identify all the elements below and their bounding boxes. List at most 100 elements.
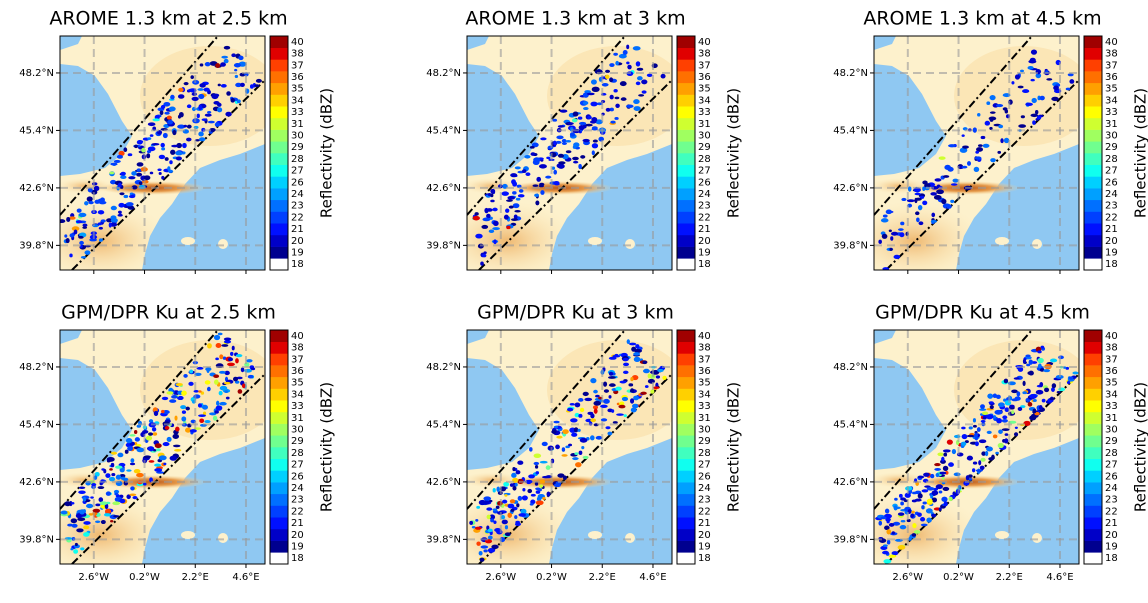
echo: [511, 179, 516, 184]
echo: [493, 221, 499, 226]
echo: [910, 513, 914, 517]
colorbar-swatch: [1084, 459, 1102, 471]
echo: [522, 488, 525, 491]
echo: [156, 448, 161, 451]
colorbar-swatch: [270, 365, 288, 377]
echo: [934, 468, 941, 471]
echo: [155, 443, 162, 448]
echo: [517, 460, 523, 464]
echo: [886, 529, 891, 534]
colorbar-swatch: [270, 506, 288, 518]
y-tick-label: 48.2°N: [833, 362, 868, 373]
echo: [936, 189, 944, 194]
echo: [481, 225, 488, 229]
colorbar-swatch: [677, 141, 695, 153]
echo: [1000, 138, 1003, 143]
echo: [95, 520, 100, 523]
echo: [591, 79, 597, 84]
echo: [948, 144, 956, 147]
echo: [975, 156, 982, 160]
echo: [922, 501, 926, 504]
y-tick-label: 45.4°N: [19, 125, 54, 136]
echo: [926, 518, 932, 523]
echo: [110, 215, 116, 220]
echo: [973, 418, 976, 422]
echo: [900, 502, 904, 506]
echo: [943, 175, 949, 178]
echo: [572, 118, 578, 122]
echo: [1057, 391, 1061, 393]
echo: [579, 122, 586, 125]
x-tick-label: 0.2°W: [943, 572, 974, 583]
colorbar-swatch: [677, 176, 695, 188]
echo: [581, 446, 584, 449]
echo: [894, 505, 898, 510]
echo: [83, 525, 89, 529]
echo: [536, 471, 539, 474]
echo: [483, 251, 486, 254]
colorbar-tick-label: 27: [291, 166, 304, 177]
colorbar-swatch: [270, 435, 288, 447]
echo: [118, 211, 122, 214]
echo: [901, 198, 906, 201]
echo: [126, 469, 131, 471]
echo: [86, 504, 93, 508]
echo: [90, 496, 94, 498]
echo: [900, 222, 904, 226]
colorbar-swatch: [270, 330, 288, 342]
echo: [941, 457, 944, 462]
echo: [608, 376, 616, 379]
echo: [1046, 78, 1052, 80]
echo: [966, 475, 969, 480]
echo: [978, 144, 983, 147]
echo: [79, 509, 84, 514]
echo: [1023, 381, 1026, 386]
echo: [120, 175, 126, 179]
echo: [81, 256, 86, 259]
echo: [202, 118, 208, 121]
echo: [1018, 124, 1026, 128]
echo: [892, 531, 895, 534]
echo: [889, 248, 892, 251]
colorbar-tick-label: 27: [698, 460, 711, 471]
echo: [173, 445, 180, 448]
echo: [154, 468, 162, 472]
echo: [1030, 79, 1034, 82]
colorbar-swatch: [270, 59, 288, 71]
echo: [998, 125, 1003, 129]
echo: [553, 421, 559, 424]
echo: [553, 119, 558, 122]
colorbar-swatch: [1084, 541, 1102, 553]
echo: [103, 469, 106, 473]
echo: [607, 432, 612, 436]
echo: [198, 94, 204, 99]
echo: [1025, 355, 1030, 358]
echo: [1067, 381, 1070, 384]
echo: [227, 363, 235, 366]
colorbar-tick-label: 21: [291, 224, 304, 235]
echo: [603, 399, 610, 404]
echo: [224, 46, 230, 50]
echo: [609, 383, 616, 387]
echo: [1033, 399, 1037, 402]
x-tick-label: 0.2°W: [536, 572, 567, 583]
colorbar-swatch: [677, 330, 695, 342]
colorbar-tick-label: 31: [698, 413, 711, 424]
colorbar-tick-label: 28: [698, 154, 711, 165]
echo: [181, 391, 187, 396]
echo: [540, 461, 548, 464]
echo: [993, 394, 998, 398]
echo: [555, 445, 560, 450]
echo: [918, 493, 923, 498]
echo: [216, 343, 222, 348]
echo: [629, 343, 636, 346]
echo: [476, 541, 480, 545]
colorbar-tick-label: 26: [291, 471, 304, 482]
echo: [154, 411, 158, 416]
echo: [568, 444, 572, 447]
echo: [1069, 79, 1074, 84]
echo: [1044, 388, 1049, 393]
colorbar-tick-label: 36: [698, 366, 711, 377]
echo: [511, 473, 516, 478]
